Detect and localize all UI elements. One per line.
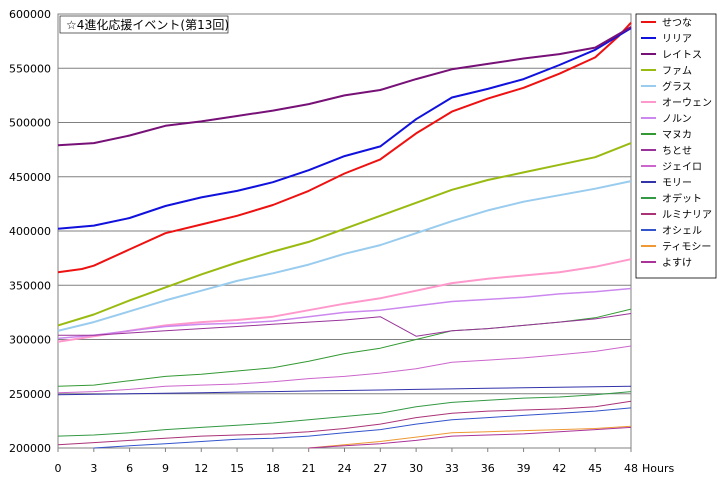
legend-label: レイトス <box>662 50 702 61</box>
legend: せつなリリアレイトスファムグラスオーウェンノルンマヌカちとせジェイロモリーオデッ… <box>635 13 717 279</box>
legend-label: ファム <box>662 65 692 77</box>
x-tick-label: 24 <box>338 462 352 475</box>
y-tick-label: 450000 <box>9 171 51 184</box>
legend-label: ちとせ <box>662 145 692 157</box>
series-line <box>93 407 632 449</box>
series-line <box>57 345 632 394</box>
x-tick-label: 15 <box>230 462 244 475</box>
series-line <box>57 26 632 147</box>
legend-label: オーウェン <box>662 97 712 109</box>
x-tick-label: 33 <box>445 462 459 475</box>
gridlines <box>58 67 631 395</box>
legend-label: ティモシー <box>662 242 711 253</box>
legend-label: ノルン <box>662 114 692 125</box>
x-axis-label: Hours <box>642 462 674 475</box>
y-tick-label: 200000 <box>9 442 51 455</box>
x-tick-label: 42 <box>552 462 566 475</box>
x-tick-label: 45 <box>588 462 602 475</box>
series-lines <box>57 22 632 449</box>
x-tick-label: 3 <box>90 462 97 475</box>
series-line <box>57 385 632 396</box>
y-tick-label: 600000 <box>9 8 51 21</box>
chart-title: ☆4進化応援イベント(第13回) <box>66 18 229 32</box>
series-line <box>308 426 632 449</box>
legend-label: せつな <box>662 17 692 29</box>
legend-label: モリー <box>662 178 692 189</box>
legend-label: オシェル <box>662 225 702 237</box>
x-tick-label: 6 <box>126 462 133 475</box>
y-tick-label: 250000 <box>9 388 51 401</box>
title-box <box>59 15 229 34</box>
y-tick-label: 350000 <box>9 279 51 292</box>
x-tick-label: 9 <box>162 462 169 475</box>
legend-label: ジェイロ <box>662 162 702 173</box>
x-tick-label: 30 <box>409 462 423 475</box>
x-tick-label: 39 <box>517 462 531 475</box>
y-tick-label: 550000 <box>9 62 51 75</box>
series-line <box>57 22 632 274</box>
legend-label: マヌカ <box>662 129 692 141</box>
series-line <box>308 425 632 449</box>
y-tick-label: 300000 <box>9 334 51 347</box>
x-tick-label: 0 <box>55 462 62 475</box>
x-tick-label: 27 <box>373 462 387 475</box>
y-tick-label: 500000 <box>9 117 51 130</box>
series-line <box>58 313 632 337</box>
series-line <box>57 287 632 340</box>
legend-label: グラス <box>662 80 692 93</box>
series-line <box>57 400 632 446</box>
legend-label: リリア <box>662 34 692 45</box>
x-tick-label: 48 <box>624 462 638 475</box>
legend-label: オデット <box>662 192 702 205</box>
y-tick-label: 400000 <box>9 225 51 238</box>
x-tick-label: 18 <box>266 462 280 475</box>
series-line <box>57 142 632 327</box>
series-line <box>57 27 632 230</box>
x-tick-label: 36 <box>481 462 495 475</box>
series-line <box>57 180 632 332</box>
x-tick-label: 21 <box>302 462 316 475</box>
x-tick-label: 12 <box>194 462 208 475</box>
legend-label: よすけ <box>662 257 692 269</box>
series-line <box>57 391 632 437</box>
x-axis-ticks: 0 3 6 9 12 15 18 21 24 27 30 33 36 39 42 45 48 <box>55 448 638 475</box>
legend-label: ルミナリア <box>662 209 712 221</box>
y-axis-ticks: 200000 250000 300000 350000 400000 450000 5000… <box>9 8 51 455</box>
legend-box <box>635 13 717 279</box>
